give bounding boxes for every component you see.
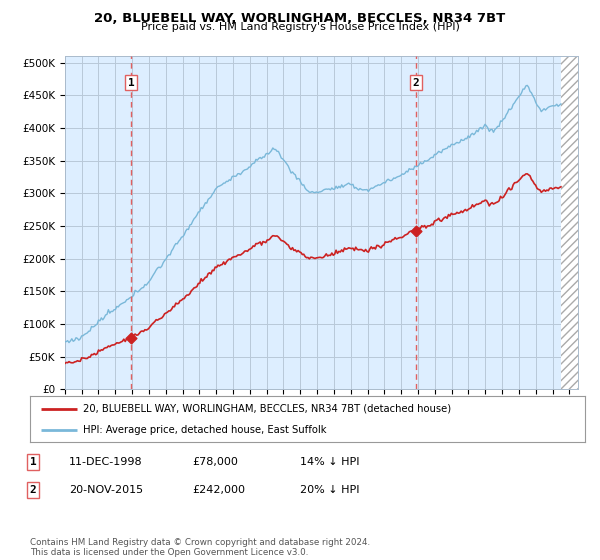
Bar (561, 56, 578, 389)
Text: £242,000: £242,000 (192, 485, 245, 495)
Point (412, 227, 421, 236)
Text: 20, BLUEBELL WAY, WORLINGHAM, BECCLES, NR34 7BT (detached house): 20, BLUEBELL WAY, WORLINGHAM, BECCLES, N… (83, 404, 451, 414)
Text: Contains HM Land Registry data © Crown copyright and database right 2024.
This d: Contains HM Land Registry data © Crown c… (30, 538, 370, 557)
Text: 20-NOV-2015: 20-NOV-2015 (69, 485, 143, 495)
Text: 14% ↓ HPI: 14% ↓ HPI (300, 457, 359, 467)
Text: 20% ↓ HPI: 20% ↓ HPI (300, 485, 359, 495)
Text: Price paid vs. HM Land Registry's House Price Index (HPI): Price paid vs. HM Land Registry's House … (140, 22, 460, 32)
Text: HPI: Average price, detached house, East Suffolk: HPI: Average price, detached house, East… (83, 425, 326, 435)
Text: 20, BLUEBELL WAY, WORLINGHAM, BECCLES, NR34 7BT: 20, BLUEBELL WAY, WORLINGHAM, BECCLES, N… (94, 12, 506, 25)
Point (126, 334, 136, 343)
Text: 1: 1 (29, 457, 37, 467)
Text: 2: 2 (29, 485, 37, 495)
Text: £78,000: £78,000 (192, 457, 238, 467)
Text: 2: 2 (413, 78, 419, 88)
Bar (561, 56, 578, 389)
Text: 11-DEC-1998: 11-DEC-1998 (69, 457, 143, 467)
Text: 1: 1 (128, 78, 134, 88)
